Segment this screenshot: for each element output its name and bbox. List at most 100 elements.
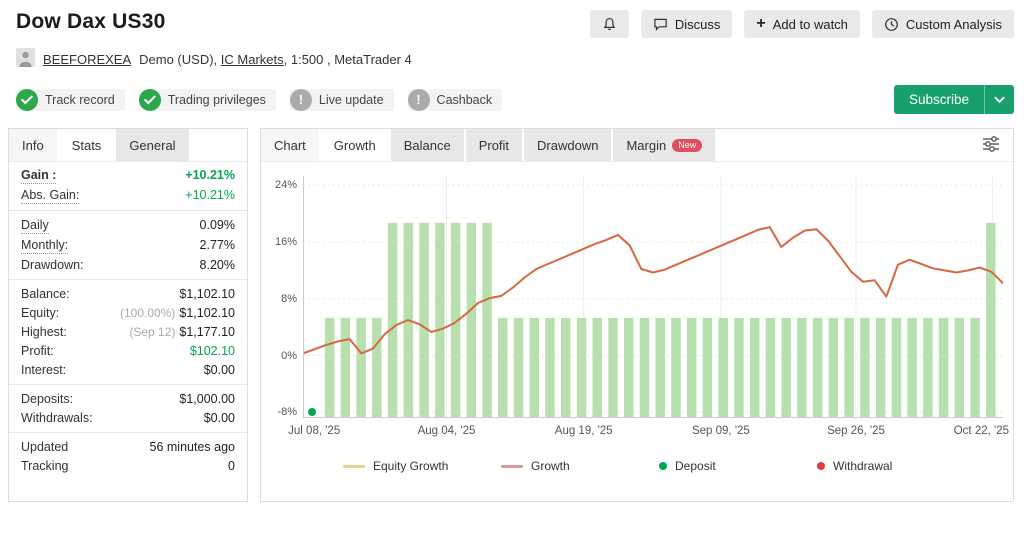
y-axis-tick: 8% (281, 292, 297, 305)
x-axis-tick: Aug 04, '25 (417, 425, 476, 437)
new-badge: New (672, 138, 703, 152)
x-axis-tick: Aug 19, '25 (554, 425, 613, 437)
check-icon (16, 88, 38, 111)
plus-icon: + (756, 15, 766, 32)
growth-chart[interactable]: 24% 16% 8% 0% -8% (275, 176, 1003, 418)
stat-value: 0 (228, 459, 235, 473)
badge-live-update[interactable]: ! Live update (289, 88, 394, 111)
legend-label: Equity Growth (373, 459, 449, 473)
stat-row-interest: Interest: $0.00 (9, 361, 247, 380)
tab-info[interactable]: Info (9, 129, 57, 161)
exclamation-icon: ! (407, 88, 430, 111)
chart-tab-label: Growth (333, 137, 376, 153)
stat-label: Highest: (21, 325, 67, 339)
x-axis-tick: Oct 22, '25 (953, 425, 1009, 437)
stat-value: 8.20% (199, 258, 235, 272)
legend-item-growth[interactable]: Growth (501, 459, 659, 473)
stat-row-withdrawals: Withdrawals: $0.00 (9, 409, 247, 428)
stats-tabbar: Info Stats General (9, 129, 247, 162)
chart-settings-button[interactable] (969, 129, 1013, 161)
broker-link[interactable]: IC Markets (220, 51, 284, 67)
check-icon (138, 88, 161, 111)
stat-label: Updated (21, 440, 69, 454)
add-to-watch-button[interactable]: + Add to watch (744, 10, 860, 38)
legend-item-withdrawal[interactable]: Withdrawal (817, 459, 975, 473)
stat-value: (100.00%) $1,102.10 (120, 306, 235, 320)
section-divider (9, 279, 247, 280)
stat-value-prefix: (100.00%) (120, 306, 176, 320)
sliders-icon (981, 135, 1001, 156)
account-row: BEEFOREXEA Demo (USD), IC Markets, 1:500… (0, 38, 1024, 70)
chart-area: 24% 16% 8% 0% -8% Jul 08, '25 Aug 04, '25 Aug … (261, 162, 1013, 473)
dot-swatch (659, 462, 667, 470)
chart-tabbar: Chart Growth Balance Profit Drawdown Margin Ne… (261, 129, 1013, 162)
stat-label: Profit: (21, 344, 54, 358)
subscribe-button[interactable]: Subscribe (893, 85, 1014, 114)
discuss-icon (653, 17, 668, 31)
chart-tab-profit[interactable]: Profit (465, 129, 523, 161)
chart-tab-drawdown[interactable]: Drawdown (524, 129, 612, 161)
stat-row-equity: Equity: (100.00%) $1,102.10 (9, 304, 247, 323)
stat-row-highest: Highest: (Sep 12) $1,177.10 (9, 323, 247, 342)
main-content: Info Stats General Gain : +10.21% Abs. Gain:… (0, 114, 1024, 502)
badge-label: Trading privileges (167, 92, 266, 107)
account-details: Demo (USD), IC Markets, 1:500 , MetaTrad… (139, 51, 412, 67)
discuss-button[interactable]: Discuss (640, 10, 733, 38)
legend-label: Growth (531, 459, 570, 473)
stat-label[interactable]: Monthly: (21, 238, 69, 254)
stat-label: Balance: (21, 287, 70, 301)
chart-tab-margin[interactable]: Margin New (613, 129, 716, 161)
notifications-button[interactable] (589, 10, 629, 38)
y-axis-tick: 0% (281, 349, 297, 362)
legend-item-deposit[interactable]: Deposit (659, 459, 817, 473)
stat-value: 56 minutes ago (149, 440, 235, 454)
header-actions: Discuss + Add to watch Custom Analysis (589, 10, 1014, 38)
chart-tab-balance[interactable]: Balance (390, 129, 464, 161)
tab-label: Info (22, 137, 44, 153)
chevron-down-icon[interactable] (984, 85, 1014, 114)
chart-tab-label: Profit (478, 137, 510, 153)
badge-trading-privileges[interactable]: Trading privileges (138, 88, 276, 111)
stat-value: 2.77% (199, 238, 235, 252)
chart-tab-growth[interactable]: Growth (320, 129, 389, 161)
stat-row-tracking: Tracking 0 (9, 457, 247, 476)
tab-label: General (129, 137, 176, 153)
stat-label[interactable]: Abs. Gain: (21, 188, 80, 204)
x-axis-tick: Sep 26, '25 (827, 425, 885, 437)
avatar (16, 48, 35, 70)
stat-label: Deposits: (21, 392, 74, 406)
stat-label: Drawdown: (21, 258, 84, 272)
stat-label: Equity: (21, 306, 60, 320)
tab-label: Stats (71, 137, 102, 153)
legend-label: Withdrawal (833, 459, 893, 473)
chart-tab-chart[interactable]: Chart (261, 129, 319, 161)
stat-row-gain: Gain : +10.21% (9, 166, 247, 186)
stats-panel: Info Stats General Gain : +10.21% Abs. Gain:… (8, 128, 248, 502)
tab-general[interactable]: General (116, 129, 189, 161)
tab-stats[interactable]: Stats (58, 129, 115, 161)
page-title: Dow Dax US30 (16, 10, 166, 33)
stat-value: +10.21% (185, 188, 235, 202)
stat-row-deposits: Deposits: $1,000.00 (9, 390, 247, 409)
stat-value: $1,102.10 (179, 287, 235, 301)
stat-label[interactable]: Daily (21, 218, 49, 234)
stat-label[interactable]: Gain : (21, 168, 57, 184)
x-axis-tick: Jul 08, '25 (288, 425, 341, 437)
legend-item-equity-growth[interactable]: Equity Growth (343, 459, 501, 473)
stat-row-daily: Daily 0.09% (9, 216, 247, 236)
badge-track-record[interactable]: Track record (16, 88, 125, 111)
stat-row-abs-gain: Abs. Gain: +10.21% (9, 186, 247, 206)
stat-value: (Sep 12) $1,177.10 (129, 325, 235, 339)
badge-cashback[interactable]: ! Cashback (407, 88, 503, 111)
custom-analysis-button[interactable]: Custom Analysis (871, 10, 1014, 38)
badge-row: Track record Trading privileges ! Live upda… (0, 70, 1024, 114)
section-divider (9, 432, 247, 433)
chart-tab-label: Balance (403, 137, 451, 153)
account-user-link[interactable]: BEEFOREXEA (43, 51, 132, 67)
stat-label: Tracking (21, 459, 69, 473)
stat-value: 0.09% (199, 218, 235, 232)
x-axis-labels: Jul 08, '25 Aug 04, '25 Aug 19, '25 Sep 09,… (288, 425, 1009, 443)
growth-chart-svg (303, 176, 1003, 418)
stat-row-drawdown: Drawdown: 8.20% (9, 256, 247, 275)
stat-row-profit: Profit: $102.10 (9, 342, 247, 361)
